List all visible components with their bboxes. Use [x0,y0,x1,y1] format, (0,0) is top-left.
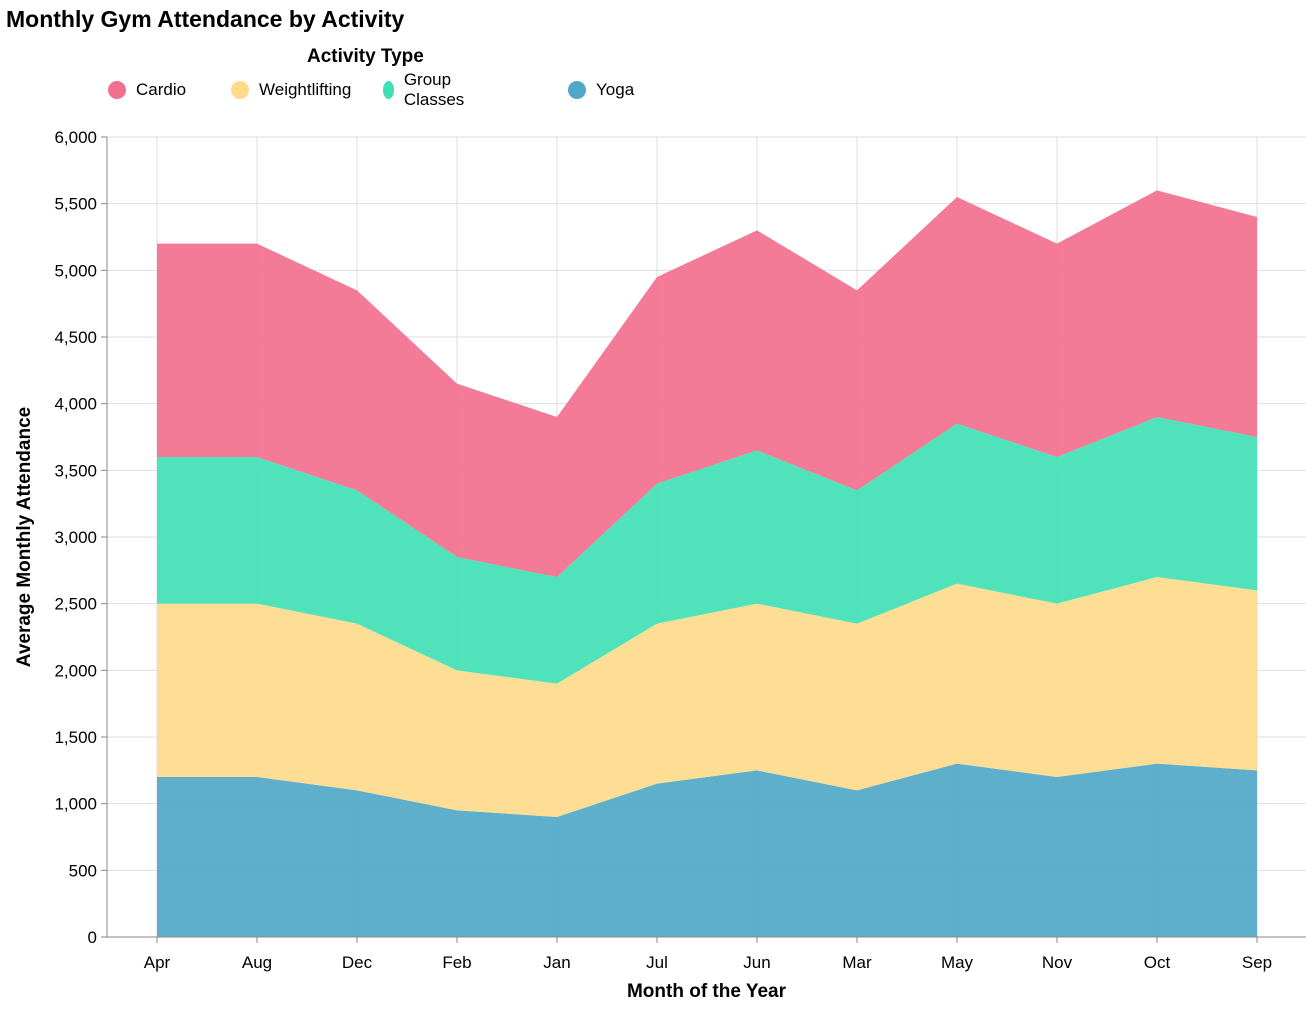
legend-label-cardio: Cardio [136,80,187,99]
x-axis-title: Month of the Year [627,981,787,1002]
areas [157,190,1257,937]
y-tick-label: 1,000 [54,795,97,814]
y-tick-label: 3,500 [54,461,97,480]
x-tick-label: Jul [646,953,668,972]
x-tick-label: Dec [342,953,373,972]
x-tick-label: Nov [1042,953,1073,972]
axes: 0 500 1,000 1,500 2,000 2,500 3,000 3,500 4,000 4… [54,128,1306,972]
x-tick-label: Oct [1144,953,1171,972]
y-tick-label: 2,500 [54,595,97,614]
legend-swatch-weightlifting [231,81,249,99]
y-tick-label: 5,500 [54,195,97,214]
legend-swatch-group-classes [383,81,394,99]
x-tick-label: May [941,953,974,972]
y-tick-label: 500 [69,861,97,880]
legend-swatch-cardio [108,81,126,99]
y-tick-label: 4,000 [54,395,97,414]
chart-title: Monthly Gym Attendance by Activity [6,6,405,32]
x-tick-label: Feb [442,953,471,972]
legend-label-group-classes: Group Classes [403,70,465,109]
legend-item-yoga: Yoga [568,78,634,102]
legend-label-weightlifting: Weightlifting [259,80,352,99]
legend-item-cardio: Cardio [108,78,186,102]
legend-title: Activity Type [307,46,424,67]
area-cardio [157,190,1257,578]
y-axis-title: Average Monthly Attendance [14,407,35,667]
x-tick-label: Jun [743,953,770,972]
legend-swatch-yoga [568,81,586,99]
area-weightlifting [157,577,1257,817]
y-tick-label: 5,000 [54,261,97,280]
legend-label-yoga: Yoga [596,80,635,99]
y-tick-label: 6,000 [54,128,97,147]
x-tick-label: Sep [1242,953,1272,972]
legend-item-weightlifting: Weightlifting [231,78,351,102]
area-group-classes [157,417,1257,684]
area-yoga [157,763,1257,937]
y-tick-label: 3,000 [54,528,97,547]
x-tick-label: Aug [242,953,272,972]
y-tick-label: 0 [88,928,97,947]
y-tick-label: 1,500 [54,728,97,747]
y-tick-label: 2,000 [54,661,97,680]
x-tick-label: Apr [144,953,171,972]
legend-item-group-classes: Group Classes [383,70,471,109]
x-tick-label: Jan [543,953,570,972]
x-tick-label: Mar [842,953,872,972]
y-tick-label: 4,500 [54,328,97,347]
